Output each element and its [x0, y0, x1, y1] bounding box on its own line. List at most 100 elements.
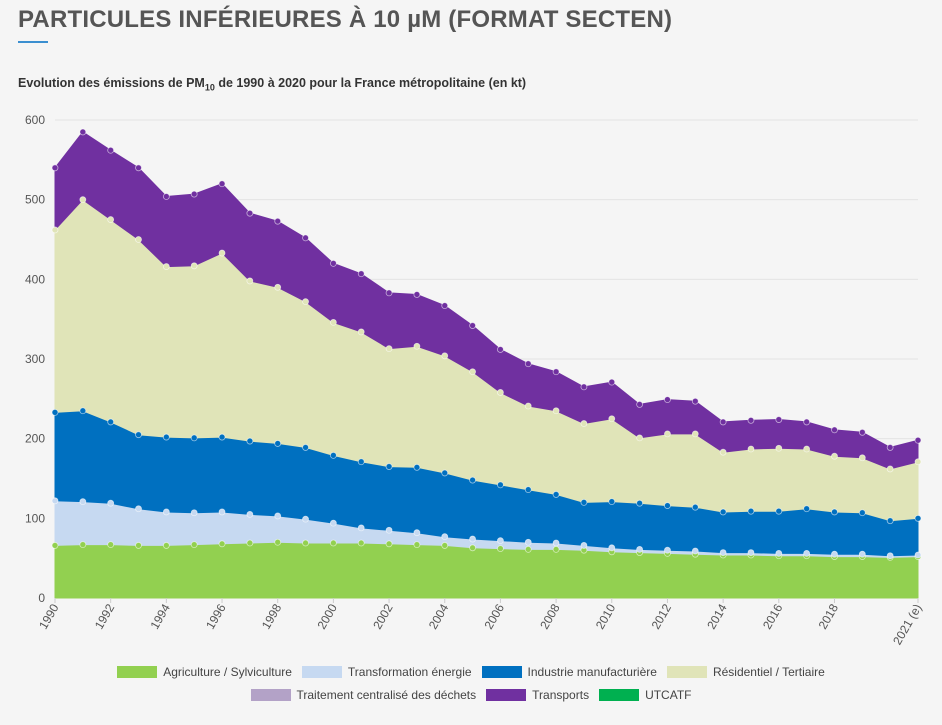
data-point: [775, 507, 783, 515]
data-point: [914, 458, 922, 466]
data-point: [497, 346, 504, 353]
data-point: [441, 469, 449, 477]
data-point: [719, 448, 727, 456]
y-tick-label: 400: [25, 272, 45, 286]
legend-swatch: [666, 666, 707, 678]
x-tick-label: 2010: [593, 601, 619, 631]
data-point: [51, 408, 59, 416]
data-point: [246, 277, 254, 285]
data-point: [190, 509, 198, 517]
data-point: [385, 526, 393, 534]
legend-label: UTCATF: [645, 688, 692, 702]
data-point: [135, 236, 142, 243]
x-tick-label: 2021 (e): [890, 602, 924, 648]
data-point: [803, 445, 811, 453]
data-point: [246, 209, 254, 217]
data-point: [357, 270, 365, 278]
data-point: [886, 465, 894, 473]
x-tick-label: 1996: [203, 601, 229, 631]
x-tick-label: 2004: [426, 601, 452, 631]
data-point: [747, 549, 755, 556]
data-point: [107, 418, 115, 426]
data-point: [441, 533, 449, 541]
legend-item[interactable]: Transformation énergie: [301, 665, 472, 679]
data-point: [79, 128, 87, 136]
data-point: [274, 512, 282, 520]
data-point: [413, 342, 421, 350]
data-point: [413, 463, 421, 471]
data-point: [524, 402, 532, 410]
data-point: [803, 418, 811, 426]
data-point: [107, 216, 115, 223]
data-point: [914, 514, 922, 522]
data-point: [691, 503, 699, 511]
data-point: [79, 407, 87, 415]
data-point: [552, 368, 560, 376]
data-point: [636, 499, 644, 507]
legend-item[interactable]: Traitement centralisé des déchets: [250, 688, 477, 702]
data-point: [858, 428, 866, 436]
data-point: [719, 418, 727, 426]
legend-item[interactable]: Industrie manufacturière: [481, 665, 657, 679]
data-point: [218, 508, 226, 516]
x-tick-label: 2014: [704, 601, 730, 631]
data-point: [329, 519, 337, 527]
data-point: [441, 542, 449, 549]
data-point: [329, 539, 337, 547]
data-point: [469, 322, 476, 329]
data-point: [858, 454, 866, 462]
data-point: [302, 515, 309, 523]
data-point: [107, 541, 115, 549]
data-point: [580, 498, 588, 506]
data-point: [274, 283, 282, 291]
legend-item[interactable]: UTCATF: [599, 688, 692, 702]
x-tick-label: 1994: [147, 601, 173, 631]
data-point: [135, 431, 142, 439]
data-point: [469, 476, 476, 484]
data-point: [719, 508, 727, 516]
data-point: [469, 535, 476, 543]
data-point: [580, 383, 588, 391]
x-tick-label: 2006: [482, 601, 508, 631]
data-point: [329, 318, 337, 326]
legend-row: Agriculture / Sylviculture Transformation…: [0, 665, 942, 679]
x-tick-label: 2008: [537, 601, 563, 631]
y-tick-label: 300: [25, 352, 45, 366]
data-point: [497, 389, 504, 396]
data-point: [831, 550, 838, 558]
data-point: [51, 497, 59, 505]
data-point: [552, 539, 560, 547]
data-point: [831, 426, 838, 434]
data-point: [385, 289, 393, 297]
data-point: [580, 542, 588, 549]
data-point: [162, 508, 170, 516]
x-tick-label: 2018: [816, 601, 842, 631]
data-point: [302, 539, 309, 547]
data-point: [51, 164, 59, 172]
data-point: [51, 542, 59, 549]
legend-label: Traitement centralisé des déchets: [296, 688, 477, 702]
data-point: [385, 540, 393, 548]
data-point: [357, 328, 365, 336]
legend-item[interactable]: Agriculture / Sylviculture: [117, 665, 292, 679]
data-point: [636, 401, 644, 408]
data-point: [469, 544, 476, 552]
data-point: [664, 546, 671, 554]
data-point: [831, 452, 838, 460]
subtitle-suffix: de 1990 à 2020 pour la France métropolit…: [214, 76, 527, 90]
legend-label: Agriculture / Sylviculture: [163, 665, 292, 679]
data-point: [775, 416, 783, 423]
data-point: [831, 508, 838, 516]
data-point: [162, 193, 170, 200]
data-point: [51, 226, 59, 234]
data-point: [302, 444, 309, 451]
legend-item[interactable]: Transports: [486, 688, 589, 702]
data-point: [246, 510, 254, 518]
legend-item[interactable]: Résidentiel / Tertiaire: [666, 665, 825, 679]
data-point: [135, 542, 142, 549]
data-point: [162, 433, 170, 441]
page-title: PARTICULES INFÉRIEURES À 10 µM (FORMAT S…: [18, 6, 673, 33]
data-point: [329, 451, 337, 459]
x-tick-label: 1992: [92, 601, 118, 631]
data-point: [218, 180, 226, 188]
